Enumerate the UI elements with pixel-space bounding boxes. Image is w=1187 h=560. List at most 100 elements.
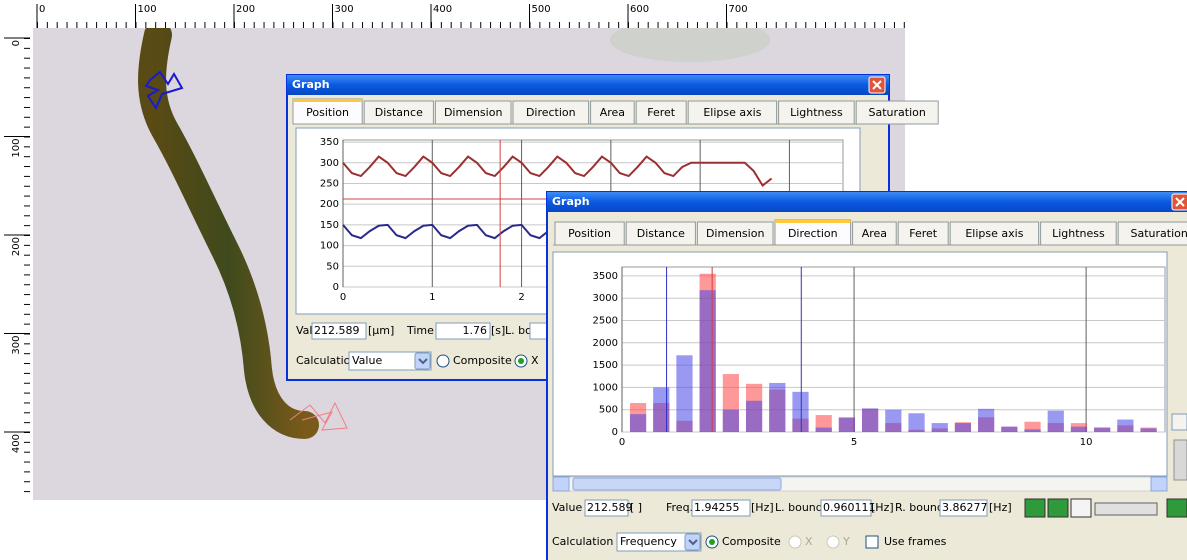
histogram-bar bbox=[978, 409, 994, 432]
histogram-bar bbox=[1071, 427, 1087, 432]
tab-label[interactable]: Saturation bbox=[869, 106, 926, 119]
histogram-bar bbox=[908, 413, 924, 432]
label: [ ] bbox=[630, 501, 642, 514]
y-tick-label: 150 bbox=[320, 220, 339, 231]
label: [s] bbox=[491, 324, 505, 337]
x-tick-label: 0 bbox=[619, 437, 625, 448]
y-tick-label: 3500 bbox=[593, 271, 618, 282]
histogram-bar bbox=[1140, 428, 1156, 432]
text-input[interactable]: 3.86277 bbox=[942, 501, 988, 514]
ruler-label: 700 bbox=[729, 4, 748, 15]
side-slider[interactable] bbox=[1174, 440, 1187, 480]
y-tick-label: 250 bbox=[320, 178, 339, 189]
tab-label[interactable]: Distance bbox=[375, 106, 423, 119]
toolbar-button[interactable] bbox=[1167, 499, 1187, 517]
left-ruler-ticks bbox=[0, 38, 30, 500]
y-tick-label: 300 bbox=[320, 158, 339, 169]
dropdown-value[interactable]: Frequency bbox=[620, 535, 677, 548]
histogram-bar bbox=[676, 355, 692, 432]
x-tick-label: 2 bbox=[518, 292, 524, 303]
y-tick-label: 100 bbox=[320, 241, 339, 252]
dropdown-button[interactable] bbox=[415, 353, 430, 369]
dropdown-value[interactable]: Value bbox=[352, 354, 382, 367]
label: L. bound bbox=[775, 501, 823, 514]
graph-window: Graph Position Distance Dimension Direction A… bbox=[547, 192, 1187, 560]
radio-label: Y bbox=[842, 535, 850, 548]
tab-label[interactable]: Saturation bbox=[1131, 227, 1187, 240]
scroll-right[interactable] bbox=[1151, 477, 1167, 491]
ruler-label: 500 bbox=[532, 4, 551, 15]
radio-button bbox=[789, 536, 801, 548]
y-tick-label: 1000 bbox=[593, 382, 618, 393]
label: Calculation bbox=[552, 535, 613, 548]
window-title: Graph bbox=[552, 195, 590, 208]
toolbar-button[interactable] bbox=[1025, 499, 1045, 517]
y-tick-label: 2500 bbox=[593, 316, 618, 327]
dropdown-button[interactable] bbox=[685, 534, 700, 550]
tab-label[interactable]: Lightness bbox=[790, 106, 843, 119]
toolbar-slider[interactable] bbox=[1095, 503, 1157, 515]
text-input[interactable]: 212.589 bbox=[314, 324, 360, 337]
toolbar-button[interactable] bbox=[1071, 499, 1091, 517]
tab-label[interactable]: Direction bbox=[526, 106, 576, 119]
tab-label[interactable]: Direction bbox=[788, 227, 838, 240]
tab-highlight bbox=[293, 99, 362, 102]
toolbar-button[interactable] bbox=[1048, 499, 1068, 517]
text-input[interactable]: 1.94255 bbox=[694, 501, 740, 514]
tab-label[interactable]: Distance bbox=[637, 227, 685, 240]
radio-button[interactable] bbox=[437, 355, 449, 367]
radio-label: X bbox=[805, 535, 813, 548]
text-input[interactable]: 1.76 bbox=[463, 324, 488, 337]
histogram-bar bbox=[700, 290, 716, 432]
page: {"ruler": {"x_labels": [0, 100, 200, 300… bbox=[0, 0, 1187, 560]
tab-label[interactable]: Area bbox=[600, 106, 625, 119]
tab-label[interactable]: Feret bbox=[647, 106, 676, 119]
y-tick-label: 500 bbox=[599, 405, 618, 416]
y-tick-label: 350 bbox=[320, 137, 339, 148]
ruler-label: 300 bbox=[335, 4, 354, 15]
ruler-label: 200 bbox=[11, 237, 22, 256]
ruler-label: 300 bbox=[11, 336, 22, 355]
tab-label[interactable]: Feret bbox=[909, 227, 938, 240]
ruler-label: 0 bbox=[39, 4, 45, 15]
text-input[interactable]: 212.589 bbox=[587, 501, 633, 514]
histogram-bar bbox=[723, 410, 739, 432]
ruler-label: 400 bbox=[433, 4, 452, 15]
radio-button bbox=[827, 536, 839, 548]
label: Freq. bbox=[666, 501, 693, 514]
scroll-left[interactable] bbox=[553, 477, 569, 491]
label: R. bound bbox=[895, 501, 944, 514]
tab-label[interactable]: Lightness bbox=[1052, 227, 1105, 240]
tab-label[interactable]: Elipse axis bbox=[703, 106, 761, 119]
histogram-bar bbox=[1094, 428, 1110, 432]
histogram-bar bbox=[792, 392, 808, 432]
tab-label[interactable]: Dimension bbox=[444, 106, 502, 119]
tab-label[interactable]: Dimension bbox=[706, 227, 764, 240]
histogram-bar bbox=[1048, 411, 1064, 432]
title-bar bbox=[547, 192, 1187, 212]
scroll-thumb[interactable] bbox=[573, 478, 781, 490]
checkbox[interactable] bbox=[866, 536, 878, 548]
radio-dot bbox=[709, 539, 715, 545]
radio-label[interactable]: Composite bbox=[453, 354, 512, 367]
text-input[interactable]: 0.960111 bbox=[823, 501, 876, 514]
ruler-label: 200 bbox=[236, 4, 255, 15]
label: Value bbox=[552, 501, 582, 514]
histogram-bar bbox=[630, 414, 646, 432]
tab-label[interactable]: Area bbox=[862, 227, 887, 240]
tab-label[interactable]: Position bbox=[306, 106, 349, 119]
tab-label[interactable]: Position bbox=[568, 227, 611, 240]
side-button[interactable] bbox=[1172, 414, 1187, 430]
y-tick-label: 0 bbox=[612, 427, 618, 438]
x-tick-label: 1 bbox=[429, 292, 435, 303]
radio-label[interactable]: Composite bbox=[722, 535, 781, 548]
label: Use frames bbox=[884, 535, 947, 548]
radio-label[interactable]: X bbox=[531, 354, 539, 367]
label: [Hz] bbox=[751, 501, 774, 514]
title-bar bbox=[287, 75, 889, 95]
histogram-bar bbox=[885, 410, 901, 432]
y-tick-label: 50 bbox=[326, 261, 339, 272]
y-tick-label: 3000 bbox=[593, 293, 618, 304]
radio-dot bbox=[518, 358, 524, 364]
tab-label[interactable]: Elipse axis bbox=[965, 227, 1023, 240]
